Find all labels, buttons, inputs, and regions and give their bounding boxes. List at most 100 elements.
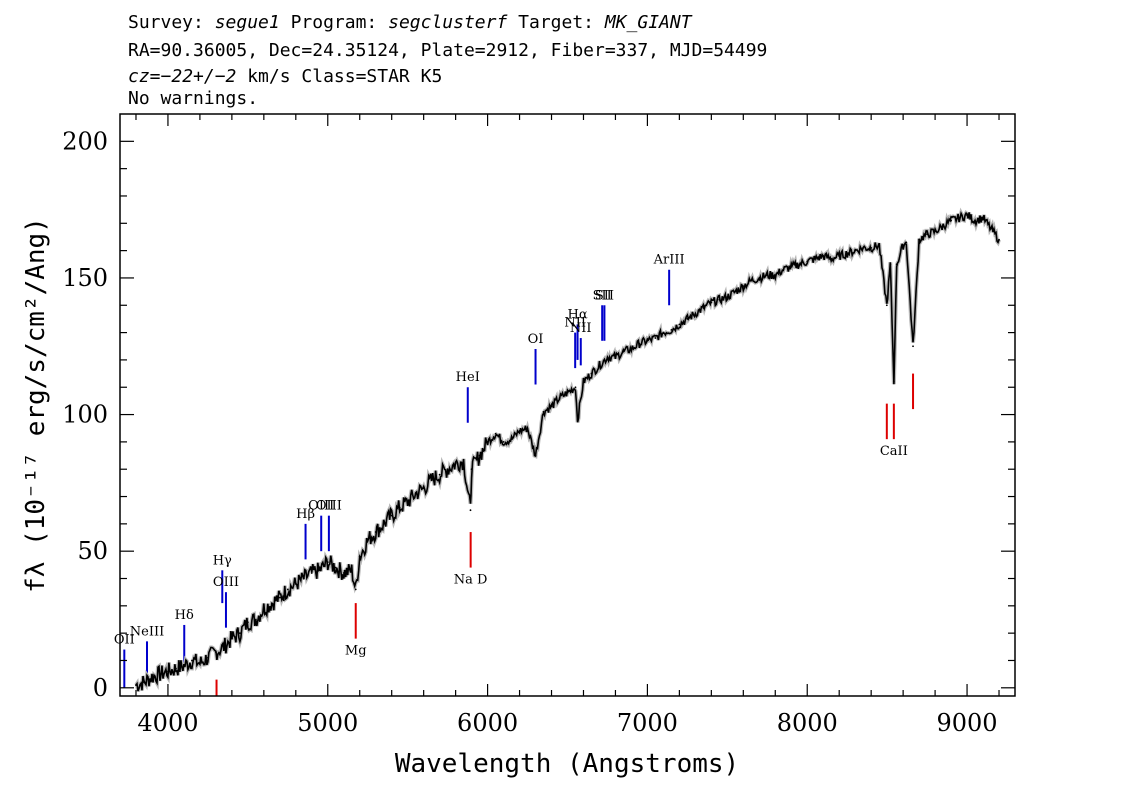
header-segment: Survey: — [128, 12, 215, 33]
spectrum-point — [398, 506, 401, 509]
line-marker-label: NII — [564, 316, 586, 331]
line-marker-label: Hγ — [213, 553, 232, 568]
spectrum-point — [934, 230, 936, 233]
spectrum-point — [598, 364, 601, 367]
y-tick-label: 0 — [93, 674, 108, 702]
spectrum-point — [846, 252, 849, 255]
x-tick-label: 6000 — [457, 709, 518, 737]
spectrum-point — [892, 380, 895, 383]
spectrum-point — [990, 227, 992, 230]
spectrum-point — [702, 307, 705, 309]
line-marker-label: OII — [114, 633, 135, 648]
spectrum-point — [630, 348, 633, 350]
spectrum-point — [462, 460, 465, 462]
spectrum-point — [885, 304, 888, 307]
spectrum-point — [159, 673, 161, 676]
y-tick-label: 100 — [62, 401, 108, 429]
line-marker-label: ArIII — [653, 253, 685, 268]
spectrum-point — [550, 405, 553, 408]
spectrum-point — [502, 440, 505, 443]
spectrum-point — [822, 255, 825, 257]
spectrum-point — [494, 432, 497, 435]
spectrum-point — [214, 651, 217, 654]
spectrum-point — [638, 342, 641, 345]
spectrum-point — [614, 356, 617, 359]
line-marker-label: NeIII — [130, 624, 164, 639]
spectrum-point — [342, 572, 345, 574]
spectrum-point — [470, 468, 473, 471]
spectrum-point — [790, 266, 793, 268]
spectrum-point — [750, 279, 753, 282]
header-segment: MK_GIANT — [604, 12, 693, 33]
spectrum-point — [230, 637, 233, 640]
spectrum-point — [590, 372, 593, 375]
spectrum-point — [534, 454, 537, 457]
line-marker-label: OI — [528, 332, 544, 347]
spectrum-point — [446, 468, 449, 471]
y-tick-label: 50 — [77, 537, 108, 565]
line-marker-label: Hβ — [296, 507, 315, 522]
spectrum-point — [143, 681, 145, 684]
line-marker-label: Hα — [568, 307, 588, 322]
spectrum-point — [774, 274, 777, 277]
spectrum-point — [582, 380, 585, 383]
line-marker-label: Mg — [345, 644, 367, 659]
spectrum-point — [478, 454, 481, 457]
spectrum-point — [974, 219, 976, 222]
spectrum-point — [278, 596, 281, 599]
spectrum-point — [366, 539, 369, 542]
spectrum-point — [262, 607, 265, 610]
spectrum-point — [798, 263, 801, 266]
y-tick-label: 200 — [62, 127, 108, 155]
spectrum-point — [782, 268, 785, 271]
spectrum-point — [838, 255, 841, 257]
spectrum-point — [175, 667, 177, 670]
x-tick-label: 4000 — [137, 709, 198, 737]
spectrum-point — [350, 569, 353, 572]
x-tick-label: 8000 — [777, 709, 838, 737]
spectrum-point — [183, 665, 185, 667]
spectrum-point — [950, 219, 952, 222]
x-tick-label: 5000 — [297, 709, 358, 737]
spectrum-point — [854, 249, 857, 252]
spectrum-point — [758, 277, 761, 279]
spectrum-point — [286, 588, 289, 591]
spectrum-point — [518, 430, 521, 432]
spectrum-point — [918, 238, 921, 241]
spectrum-point — [966, 214, 968, 216]
spectrum-point — [310, 572, 313, 574]
spectrum-point — [902, 244, 905, 247]
header-line-2: RA=90.36005, Dec=24.35124, Plate=2912, F… — [128, 40, 767, 61]
spectrum-point — [678, 323, 681, 326]
spectrum-point — [374, 531, 377, 533]
spectrum-point — [734, 290, 737, 293]
header-line-1: Survey: segue1 Program: segclusterf Targ… — [128, 12, 693, 33]
spectrum-point — [326, 561, 329, 564]
line-marker-label: Na D — [454, 573, 488, 588]
spectrum-point — [199, 662, 201, 665]
spectrum-point — [354, 588, 357, 591]
spectrum-point — [718, 298, 721, 301]
spectrum-point — [430, 479, 433, 482]
spectrum-point — [862, 246, 865, 249]
x-axis-tick-labels: 4000 5000 6000 7000 8000 9000 — [137, 709, 997, 737]
spectrum-point — [566, 391, 569, 394]
spectrum-point — [646, 339, 649, 342]
spectrum-point — [414, 492, 417, 495]
header-segment: Target: — [507, 12, 605, 33]
spectrum-point — [246, 621, 249, 624]
spectrum-point — [526, 427, 529, 430]
spectrum-point — [766, 274, 769, 277]
spectrum-point — [510, 438, 513, 441]
spectrum-point — [318, 569, 321, 572]
spectrum-point — [958, 216, 960, 219]
spectrum-point — [334, 566, 337, 569]
spectrum-series — [134, 207, 1001, 692]
spectrum-point — [670, 328, 673, 331]
spectrum-point — [438, 473, 441, 476]
spectrum-point — [294, 583, 297, 585]
spectrum-point — [454, 462, 457, 465]
line-marker-label: Hδ — [175, 608, 194, 623]
header-line-4: No warnings. — [128, 88, 258, 109]
spectrum-point — [905, 241, 908, 244]
